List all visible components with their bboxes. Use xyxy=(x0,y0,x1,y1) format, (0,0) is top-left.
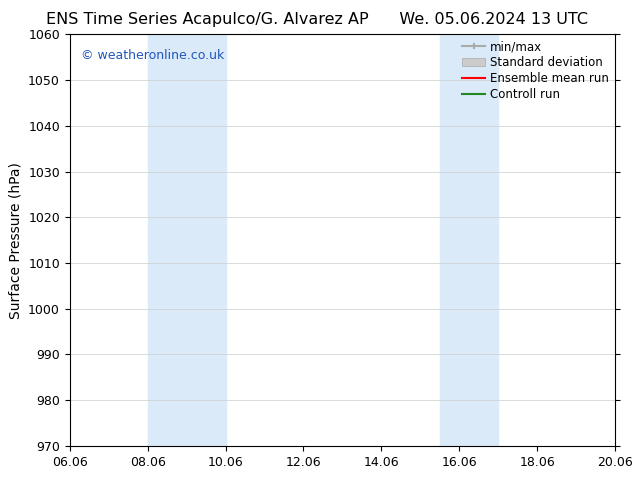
Bar xyxy=(440,34,498,446)
Bar xyxy=(148,34,226,446)
Text: © weatheronline.co.uk: © weatheronline.co.uk xyxy=(81,49,224,62)
Y-axis label: Surface Pressure (hPa): Surface Pressure (hPa) xyxy=(9,162,23,318)
Text: ENS Time Series Acapulco/G. Alvarez AP      We. 05.06.2024 13 UTC: ENS Time Series Acapulco/G. Alvarez AP W… xyxy=(46,12,588,27)
Legend: min/max, Standard deviation, Ensemble mean run, Controll run: min/max, Standard deviation, Ensemble me… xyxy=(460,38,611,103)
